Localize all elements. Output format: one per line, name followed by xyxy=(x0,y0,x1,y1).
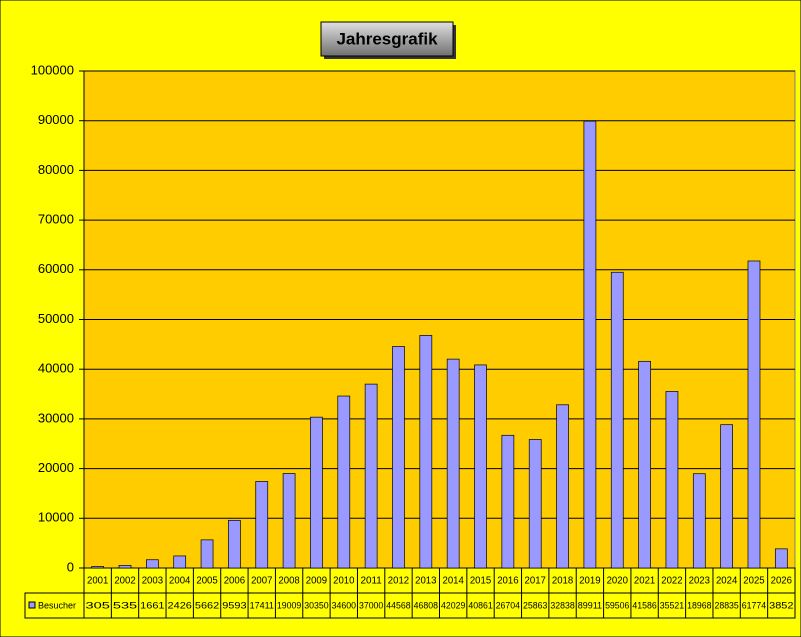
x-tick-label: 2008 xyxy=(278,576,300,587)
bar xyxy=(610,271,624,569)
chart-title: Jahresgrafik xyxy=(336,29,438,48)
x-tick-label: 2006 xyxy=(224,576,246,587)
table-value: 18968 xyxy=(687,600,711,610)
x-tick-label: 2019 xyxy=(579,576,601,587)
y-tick-label: 60000 xyxy=(38,261,74,276)
bar xyxy=(228,519,241,569)
bar xyxy=(583,120,597,569)
table-value: 40861 xyxy=(468,600,492,610)
title-box xyxy=(320,21,454,57)
bar xyxy=(528,439,542,569)
x-tick-label: 2026 xyxy=(771,576,793,587)
y-tick-label: 40000 xyxy=(38,361,74,376)
table-value: 32838 xyxy=(550,600,574,610)
bar xyxy=(310,416,323,569)
table-value: 61774 xyxy=(742,600,766,610)
table-value: 305 xyxy=(86,600,110,610)
legend-swatch xyxy=(28,601,36,609)
x-tick-label: 2001 xyxy=(87,576,109,587)
bar xyxy=(173,555,187,569)
x-tick-label: 2010 xyxy=(333,576,355,587)
bar xyxy=(720,424,733,569)
table-value: 26704 xyxy=(496,600,520,610)
y-tick-label: 100000 xyxy=(31,62,74,77)
bar xyxy=(638,360,651,569)
table-value: 42029 xyxy=(441,600,465,610)
bar xyxy=(692,473,706,569)
y-tick-label: 30000 xyxy=(38,410,74,425)
x-tick-label: 2004 xyxy=(169,576,191,587)
x-tick-label: 2014 xyxy=(443,576,465,587)
bar xyxy=(665,391,679,569)
x-tick-label: 2020 xyxy=(607,576,629,587)
bar xyxy=(364,383,378,569)
x-tick-label: 2013 xyxy=(415,576,437,587)
x-tick-label: 2022 xyxy=(661,576,683,587)
table-value: 35521 xyxy=(660,600,684,610)
table-value: 59506 xyxy=(605,600,629,610)
x-tick-label: 2009 xyxy=(306,576,328,587)
table-value: 46808 xyxy=(414,600,438,610)
bar xyxy=(474,364,487,569)
bar xyxy=(118,564,132,569)
table-value: 19009 xyxy=(277,600,301,610)
x-tick-label: 2016 xyxy=(497,576,519,587)
bar xyxy=(774,548,788,569)
y-tick-label: 90000 xyxy=(38,112,74,127)
bar xyxy=(282,473,296,569)
table-value: 89911 xyxy=(578,600,602,610)
bar xyxy=(446,358,460,569)
bar xyxy=(501,434,515,569)
y-tick-label: 50000 xyxy=(38,311,74,326)
x-tick-label: 2015 xyxy=(470,576,492,587)
bar xyxy=(255,481,269,569)
x-tick-label: 2005 xyxy=(196,576,218,587)
x-tick-label: 2018 xyxy=(552,576,574,587)
table-value: 44568 xyxy=(386,600,410,610)
bar xyxy=(419,335,433,569)
x-tick-label: 2011 xyxy=(360,576,382,587)
x-tick-label: 2024 xyxy=(716,576,738,587)
bar xyxy=(747,260,761,569)
table-value: 28835 xyxy=(714,600,738,610)
table-value: 37000 xyxy=(359,600,383,610)
x-tick-label: 2017 xyxy=(525,576,547,587)
table-value: 9593 xyxy=(222,600,246,610)
x-tick-label: 2002 xyxy=(114,576,136,587)
table-data-row xyxy=(24,592,796,619)
table-value: 5662 xyxy=(195,600,219,610)
table-value: 30350 xyxy=(304,600,328,610)
table-value: 17411 xyxy=(250,600,274,610)
x-tick-label: 2007 xyxy=(251,576,273,587)
y-tick-label: 70000 xyxy=(38,212,74,227)
table-value: 535 xyxy=(113,600,137,610)
x-tick-label: 2025 xyxy=(743,576,765,587)
x-tick-label: 2021 xyxy=(634,576,656,587)
table-value: 25863 xyxy=(523,600,547,610)
table-value: 34600 xyxy=(332,600,356,610)
bar xyxy=(91,566,105,569)
table-value: 3852 xyxy=(769,600,793,610)
y-tick-label: 10000 xyxy=(38,510,74,525)
x-tick-label: 2003 xyxy=(142,576,164,587)
table-value: 41586 xyxy=(632,600,656,610)
x-tick-label: 2012 xyxy=(388,576,410,587)
y-tick-label: 20000 xyxy=(38,460,74,475)
bar xyxy=(337,395,351,569)
legend-label: Besucher xyxy=(38,600,76,610)
table-value: 2426 xyxy=(168,600,192,610)
y-tick-label: 0 xyxy=(67,559,74,574)
y-tick-label: 80000 xyxy=(38,162,74,177)
table-value: 1661 xyxy=(140,600,164,610)
bar xyxy=(146,559,159,569)
bar xyxy=(200,539,214,569)
x-tick-label: 2023 xyxy=(689,576,711,587)
bar xyxy=(556,404,569,569)
bar xyxy=(392,346,405,569)
